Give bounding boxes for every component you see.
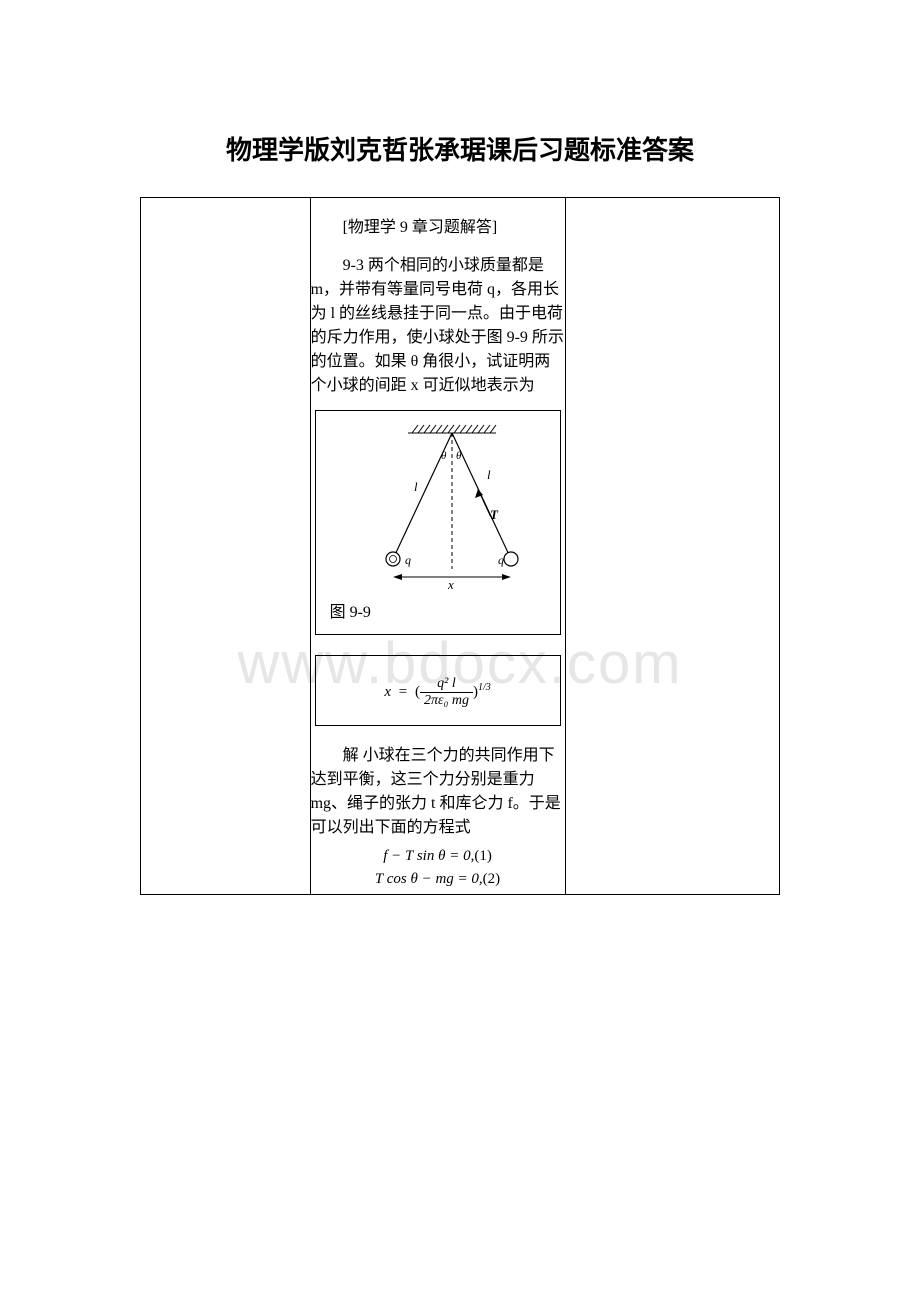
eq1-label: ,(1): [471, 848, 492, 864]
problem-statement: 9-3 两个相同的小球质量都是 m，并带有等量同号电荷 q，各用长为 l 的丝线…: [311, 254, 565, 398]
eq1-body: f − T sin θ = 0: [383, 848, 470, 864]
page-title: 物理学版刘克哲张承琚课后习题标准答案: [0, 0, 920, 197]
solution-text: 解 小球在三个力的共同作用下达到平衡，这三个力分别是重力mg、绳子的张力 t 和…: [311, 744, 565, 840]
q-left-label: q: [405, 553, 411, 567]
eq2-body: T cos θ − mg = 0: [375, 871, 479, 887]
table-row: [物理学 9 章习题解答] 9-3 两个相同的小球质量都是 m，并带有等量同号电…: [141, 198, 780, 895]
eq2-label: ,(2): [479, 871, 500, 887]
formula-eq: =: [395, 684, 411, 700]
formula-exponent: 1/3: [478, 682, 491, 693]
tension-label: T: [490, 507, 499, 522]
middle-column: [物理学 9 章习题解答] 9-3 两个相同的小球质量都是 m，并带有等量同号电…: [310, 198, 565, 895]
figure-caption: 图 9-9: [324, 598, 552, 622]
formula-box: x = (q² l2πε₀ mg)1/3: [315, 655, 561, 726]
right-column: [565, 198, 780, 895]
equation-1: f − T sin θ = 0,(1): [311, 848, 565, 865]
theta-right-label: θ: [456, 450, 462, 462]
formula-fraction: q² l2πε₀ mg: [420, 676, 473, 709]
formula-numerator: q² l: [420, 676, 473, 693]
left-column: [141, 198, 311, 895]
content-wrapper: 物理学版刘克哲张承琚课后习题标准答案 [物理学 9 章习题解答] 9-3 两个相…: [0, 0, 920, 895]
q-right-label: q: [498, 553, 504, 567]
l-left-label: l: [414, 479, 418, 494]
pendulum-diagram: θ θ l l T q: [338, 419, 538, 594]
formula-denominator: 2πε₀ mg: [420, 693, 473, 709]
equation-2: T cos θ − mg = 0,(2): [311, 871, 565, 888]
content-table: [物理学 9 章习题解答] 9-3 两个相同的小球质量都是 m，并带有等量同号电…: [140, 197, 780, 895]
x-label: x: [447, 577, 454, 592]
figure-9-9: θ θ l l T q: [315, 410, 561, 635]
l-right-label: l: [487, 467, 491, 482]
theta-left-label: θ: [441, 450, 447, 462]
formula-lhs: x: [384, 684, 391, 700]
section-header: [物理学 9 章习题解答]: [311, 216, 565, 240]
